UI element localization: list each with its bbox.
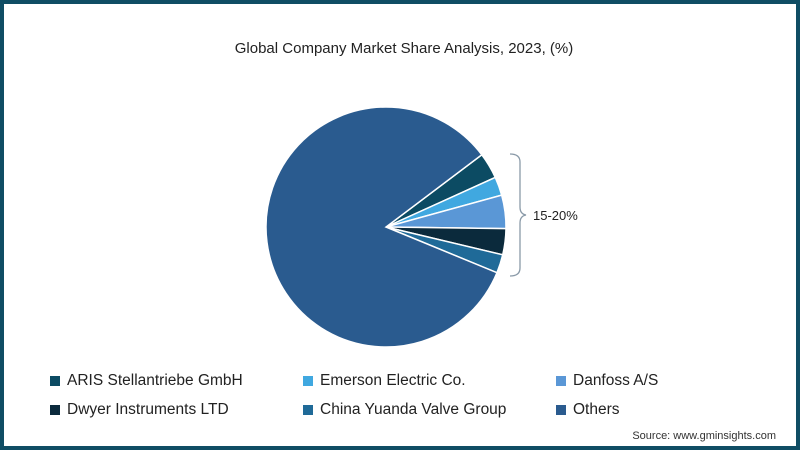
legend-item-aris: ARIS Stellantriebe GmbH (50, 372, 243, 390)
legend-item-china-yuanda: China Yuanda Valve Group (303, 401, 506, 419)
legend-label: Danfoss A/S (573, 372, 659, 389)
legend-item-dwyer: Dwyer Instruments LTD (50, 401, 229, 419)
legend-item-danfoss: Danfoss A/S (556, 372, 658, 390)
pie-chart (265, 106, 527, 348)
chart-title: Global Company Market Share Analysis, 20… (234, 40, 574, 57)
legend-label: ARIS Stellantriebe GmbH (67, 372, 243, 389)
legend-item-others: Others (556, 401, 620, 419)
bracket (509, 153, 527, 277)
legend-label: China Yuanda Valve Group (320, 401, 507, 418)
legend-swatch (303, 405, 313, 415)
legend-swatch (556, 405, 566, 415)
legend-label: Dwyer Instruments LTD (67, 401, 229, 418)
source-text: Source: www.gminsights.com (632, 430, 776, 442)
bracket-label: 15-20% (533, 208, 578, 223)
legend-label: Others (573, 401, 620, 418)
legend-label: Emerson Electric Co. (320, 372, 466, 389)
legend-swatch (303, 376, 313, 386)
legend-swatch (50, 405, 60, 415)
legend-item-emerson: Emerson Electric Co. (303, 372, 466, 390)
legend-swatch (50, 376, 60, 386)
pie-slices (265, 106, 507, 348)
pie-slice-others (265, 106, 498, 348)
legend-swatch (556, 376, 566, 386)
